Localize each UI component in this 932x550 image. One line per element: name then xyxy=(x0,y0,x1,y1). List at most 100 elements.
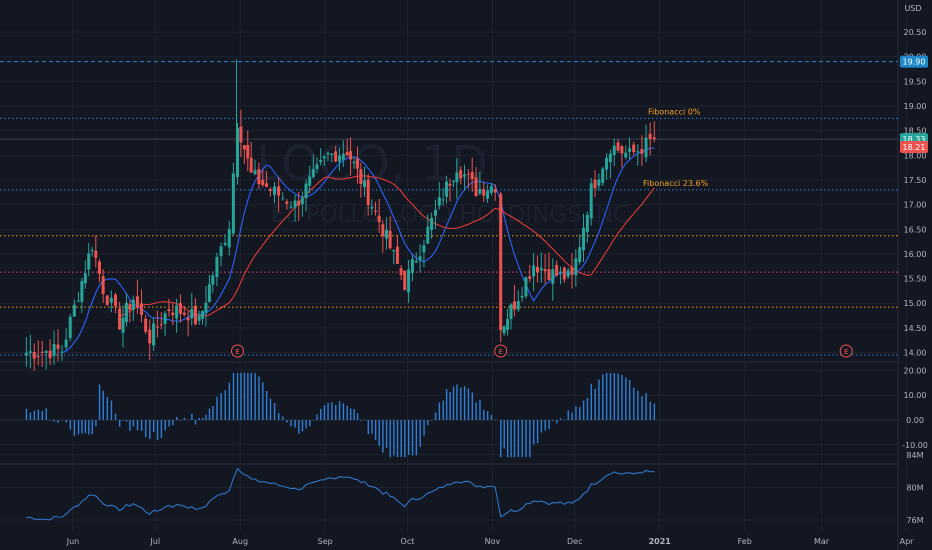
candle-body xyxy=(277,186,281,196)
oscillator-bar xyxy=(579,407,581,420)
candle-body xyxy=(94,250,98,258)
candle-body xyxy=(392,249,396,252)
candle-body xyxy=(532,265,536,277)
candle-body xyxy=(489,186,493,193)
candle-body xyxy=(204,302,208,313)
candle-body xyxy=(418,256,422,261)
candle-body xyxy=(289,206,293,208)
oscillator-bar xyxy=(102,390,104,420)
earnings-marker xyxy=(494,344,508,358)
candle-body xyxy=(315,164,319,170)
candle-body xyxy=(381,224,385,237)
candle-body xyxy=(159,324,163,326)
candle-body xyxy=(474,177,478,196)
candle-body xyxy=(219,246,223,257)
oscillator-bar xyxy=(201,418,204,420)
oscillator-bar xyxy=(327,402,329,420)
price-tag-label: 18.33 xyxy=(903,135,926,144)
candle-body xyxy=(97,261,101,274)
candle-body xyxy=(44,351,48,353)
candle-body xyxy=(493,189,497,193)
oscillator-bar xyxy=(628,380,631,420)
oscillator-bar xyxy=(486,411,489,420)
candle-body xyxy=(578,247,582,263)
candle-body xyxy=(285,201,289,204)
oscillator-bar xyxy=(265,390,268,420)
oscillator-bar xyxy=(323,405,326,420)
oscillator-bar xyxy=(411,420,414,456)
oscillator-bar xyxy=(247,372,249,420)
oscillator-bar xyxy=(467,388,470,420)
candle-body xyxy=(593,179,597,189)
candle-body xyxy=(601,168,605,183)
candle-body xyxy=(330,153,334,155)
oscillator-bar xyxy=(442,400,444,420)
candle-body xyxy=(448,183,452,186)
oscillator-bar xyxy=(228,382,231,420)
price-tick-label: 14.00 xyxy=(904,349,927,358)
candle-body xyxy=(182,312,186,315)
oscillator-bar xyxy=(431,420,433,421)
candle-body xyxy=(363,180,367,187)
oscillator-bar xyxy=(95,420,97,427)
candle-body xyxy=(211,275,215,285)
oscillator-bar xyxy=(382,420,384,453)
earnings-marker xyxy=(230,344,244,358)
candle-body xyxy=(265,183,269,187)
oscillator-bar xyxy=(168,420,170,427)
oscillator-bar xyxy=(335,404,337,420)
oscillator-tick-label: 0.00 xyxy=(906,416,924,425)
price-tag xyxy=(900,55,928,68)
candle-body xyxy=(624,152,628,158)
candle-body xyxy=(482,189,486,196)
candle-body xyxy=(36,356,40,358)
price-tick-label: 15.00 xyxy=(904,299,927,308)
oscillator-bar xyxy=(367,420,369,435)
candle-body xyxy=(201,311,205,319)
oscillator-bar xyxy=(609,372,612,420)
oscillator-bar xyxy=(309,420,311,427)
candle-body xyxy=(90,249,94,251)
price-tag xyxy=(900,140,928,153)
candle-body xyxy=(207,284,211,302)
candle-body xyxy=(414,260,418,263)
oscillator-bar xyxy=(338,401,341,420)
oscillator-bar xyxy=(278,412,280,420)
earnings-marker-label: E xyxy=(844,348,848,356)
oscillator-bar xyxy=(45,408,47,420)
candle-body xyxy=(352,161,356,163)
oscillator-tick-label: 10.00 xyxy=(904,391,927,400)
oscillator-bar xyxy=(460,387,462,420)
oscillator-bar xyxy=(506,420,509,458)
candle-body xyxy=(605,157,609,170)
oscillator-bar xyxy=(331,402,333,420)
volume-line xyxy=(26,467,655,521)
oscillator-bar xyxy=(503,420,505,449)
oscillator-bar xyxy=(290,420,292,427)
candle-body xyxy=(48,350,52,359)
oscillator-bar xyxy=(77,420,80,435)
candle-body xyxy=(68,316,72,339)
oscillator-bar xyxy=(269,398,272,420)
candle-body xyxy=(399,268,403,276)
price-tag-label: 18.21 xyxy=(903,143,926,152)
oscillator-bar xyxy=(513,420,516,458)
time-tick-label: Feb xyxy=(738,537,752,546)
candle-body xyxy=(105,295,109,305)
candle-body xyxy=(268,189,272,191)
time-tick-label: Apr xyxy=(900,537,915,546)
oscillator-bar xyxy=(536,420,539,444)
candle-body xyxy=(433,209,437,216)
oscillator-bar xyxy=(641,396,643,420)
oscillator-bar xyxy=(216,396,218,420)
candle-body xyxy=(227,229,231,248)
oscillator-bar xyxy=(637,390,639,420)
candle-body xyxy=(597,179,601,186)
candle-body xyxy=(589,183,593,219)
oscillator-bar xyxy=(533,420,535,445)
oscillator-bar xyxy=(298,420,300,434)
oscillator-bar xyxy=(653,403,656,420)
oscillator-bar xyxy=(540,420,543,433)
oscillator-bar xyxy=(371,420,373,434)
